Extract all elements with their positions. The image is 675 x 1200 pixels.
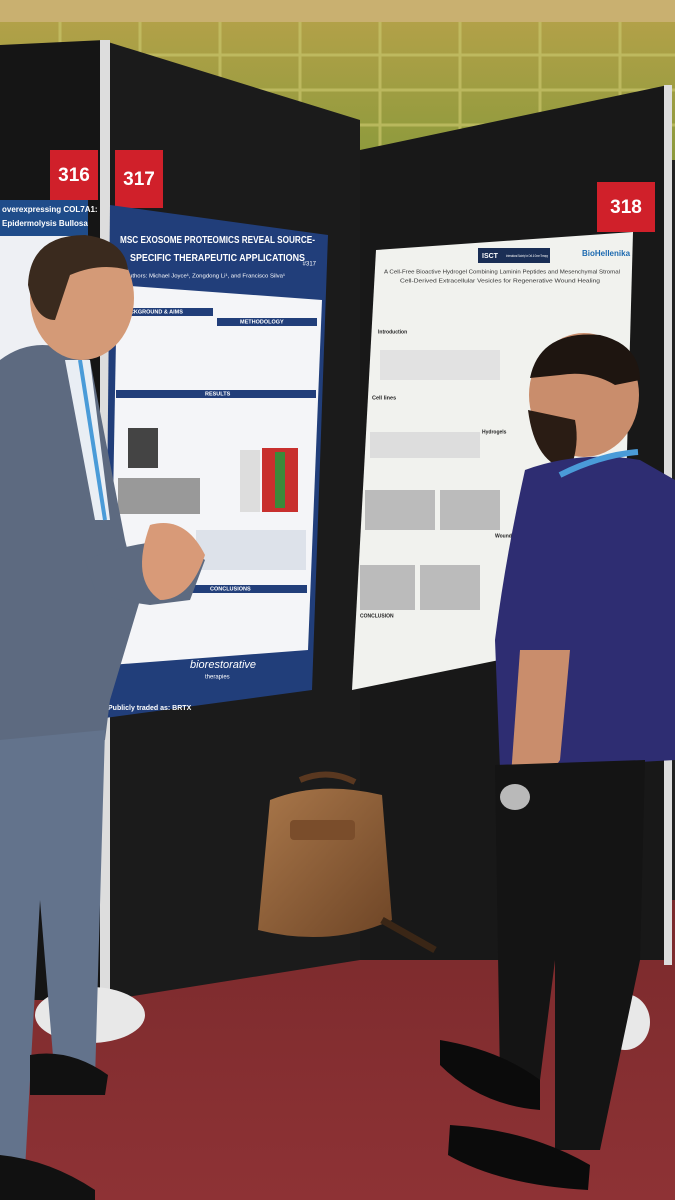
shape-rect	[360, 565, 415, 610]
booth-tags: 316 317 318	[50, 150, 655, 232]
section-header: Hydrogels	[482, 429, 507, 435]
shape-rect	[112, 585, 307, 593]
shape-path	[440, 1040, 540, 1110]
shape-rect	[597, 182, 655, 232]
booth-number: 317	[123, 169, 155, 190]
shape-path	[0, 345, 140, 760]
shape-rect	[50, 150, 98, 200]
shape-rect	[290, 820, 355, 840]
shape-path	[448, 1125, 590, 1190]
shape-rect	[196, 530, 306, 570]
shape-rect	[118, 478, 200, 514]
logo: ISCT	[482, 253, 499, 260]
shape-rect	[478, 248, 550, 263]
shape-path	[380, 916, 437, 954]
poster-figures	[118, 428, 306, 570]
poster-title: SPECIFIC THERAPEUTIC APPLICATIONS	[130, 252, 305, 264]
shape-path	[510, 650, 570, 790]
poster-logo: biorestorative	[190, 659, 256, 671]
shape-path	[0, 1155, 95, 1200]
poster-title: Epidermolysis Bullosa	[2, 219, 88, 228]
shape-ellipse	[500, 784, 530, 810]
shape-path	[298, 771, 357, 785]
shape-path	[142, 523, 205, 600]
shape-path	[558, 449, 639, 478]
shape-path	[78, 359, 107, 521]
section-header: Introduction	[378, 329, 407, 335]
poster-title: MSC EXOSOME PROTEOMICS REVEAL SOURCE-	[120, 234, 315, 246]
shape-path	[258, 788, 392, 938]
shape-path	[528, 410, 577, 470]
section-header: Cell lines	[372, 395, 396, 401]
logo: BioHellenika	[582, 249, 631, 258]
shape-rect	[380, 350, 500, 380]
logo: International Society for Cell & Gene Th…	[506, 254, 548, 258]
poster-title: overexpressing COL7A1:	[2, 205, 98, 214]
booth-number: 318	[610, 197, 642, 218]
shape-rect	[0, 200, 88, 236]
shape-rect	[370, 432, 480, 458]
section-header: BACKGROUND & AIMS	[122, 309, 183, 315]
shape-rect	[365, 490, 435, 530]
poster-number: #317	[303, 262, 317, 268]
poster-authors: Authors: Michael Joyce¹, Zongdong Li¹, a…	[125, 273, 285, 279]
section-header: CONCLUSIONS	[210, 586, 251, 592]
shape-path	[28, 235, 128, 320]
poster-figures	[360, 350, 500, 610]
poster-logo: therapies	[205, 675, 230, 681]
shape-rect	[115, 150, 163, 208]
person-left	[0, 235, 205, 1200]
shape-rect	[440, 490, 500, 530]
poster-footer: Publicly traded as: BRTX	[108, 705, 192, 712]
shape-path	[530, 334, 640, 385]
shape-rect	[118, 308, 213, 316]
shape-path	[495, 760, 645, 1150]
center-poster: #317 MSC EXOSOME PROTEOMICS REVEAL SOURC…	[105, 205, 328, 718]
section-header: RESULTS	[205, 391, 231, 397]
shape-rect	[116, 390, 316, 398]
poster-title: A Cell-Free Bioactive Hydrogel Combining…	[384, 269, 620, 275]
section-header: CONCLUSION	[360, 613, 394, 619]
person-right	[440, 333, 675, 1190]
shape-rect	[275, 452, 285, 508]
shape-rect	[240, 450, 260, 512]
shape-rect	[0, 0, 675, 22]
backpack	[258, 771, 437, 954]
booth-number: 316	[58, 165, 90, 186]
shape-path	[30, 1053, 108, 1095]
shape-rect	[217, 318, 317, 326]
shape-rect	[128, 428, 158, 468]
poster-title: Cell-Derived Extracellular Vesicles for …	[400, 278, 600, 284]
shape-rect	[420, 565, 480, 610]
section-header: METHODOLOGY	[240, 319, 284, 325]
